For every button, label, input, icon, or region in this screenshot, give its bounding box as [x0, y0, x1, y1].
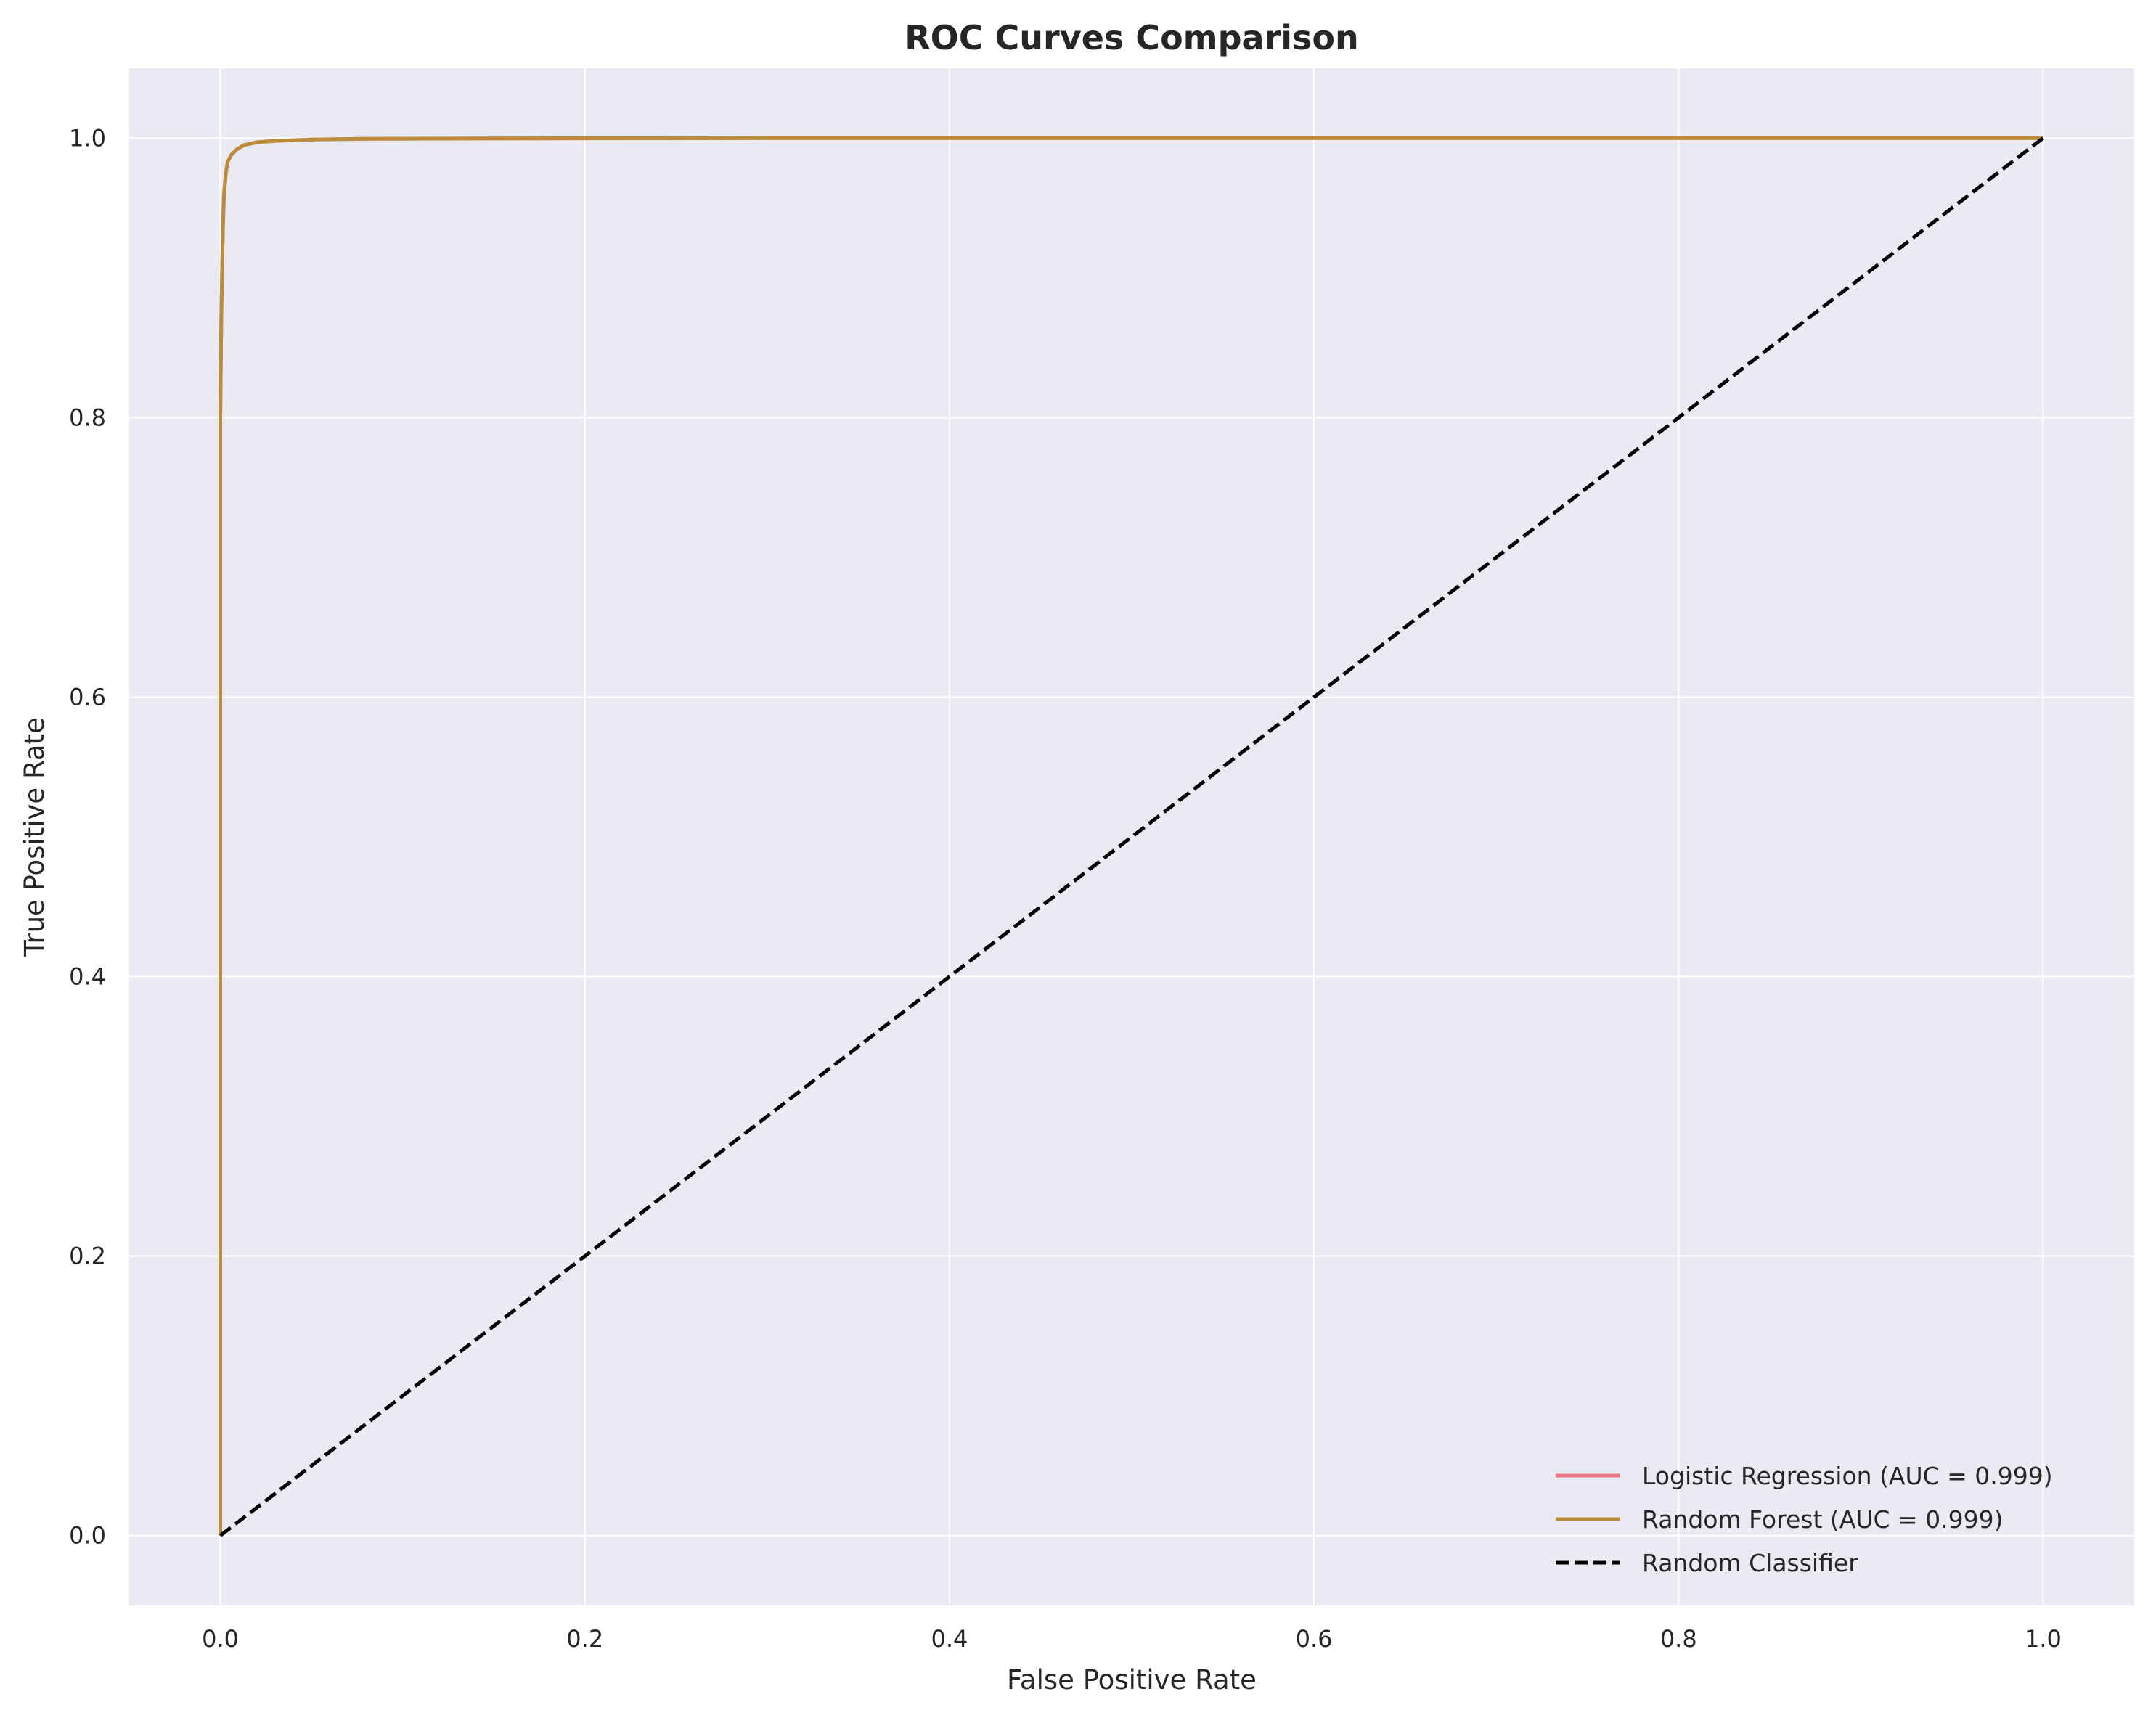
y-tick-label: 0.0 [69, 1522, 106, 1550]
plot-area [129, 68, 2134, 1605]
y-tick-label: 0.2 [69, 1243, 106, 1270]
y-tick-label: 0.6 [69, 683, 106, 711]
y-tick-label: 1.0 [69, 124, 106, 152]
x-axis-label: False Positive Rate [1007, 1664, 1257, 1695]
legend-label-1: Random Forest (AUC = 0.999) [1642, 1505, 2004, 1534]
y-axis-label: True Positive Rate [19, 717, 50, 957]
y-tick-label: 0.8 [69, 404, 106, 431]
y-tick-label: 0.4 [69, 963, 106, 991]
legend-label-2: Random Classifier [1642, 1549, 1858, 1577]
x-tick-label: 1.0 [2025, 1625, 2062, 1653]
legend-label-0: Logistic Regression (AUC = 0.999) [1642, 1462, 2053, 1490]
x-tick-label: 0.2 [566, 1625, 603, 1653]
chart-title: ROC Curves Comparison [905, 18, 1359, 57]
x-tick-label: 0.6 [1296, 1625, 1333, 1653]
x-tick-label: 0.8 [1660, 1625, 1697, 1653]
x-tick-label: 0.0 [202, 1625, 239, 1653]
x-tick-label: 0.4 [931, 1625, 968, 1653]
